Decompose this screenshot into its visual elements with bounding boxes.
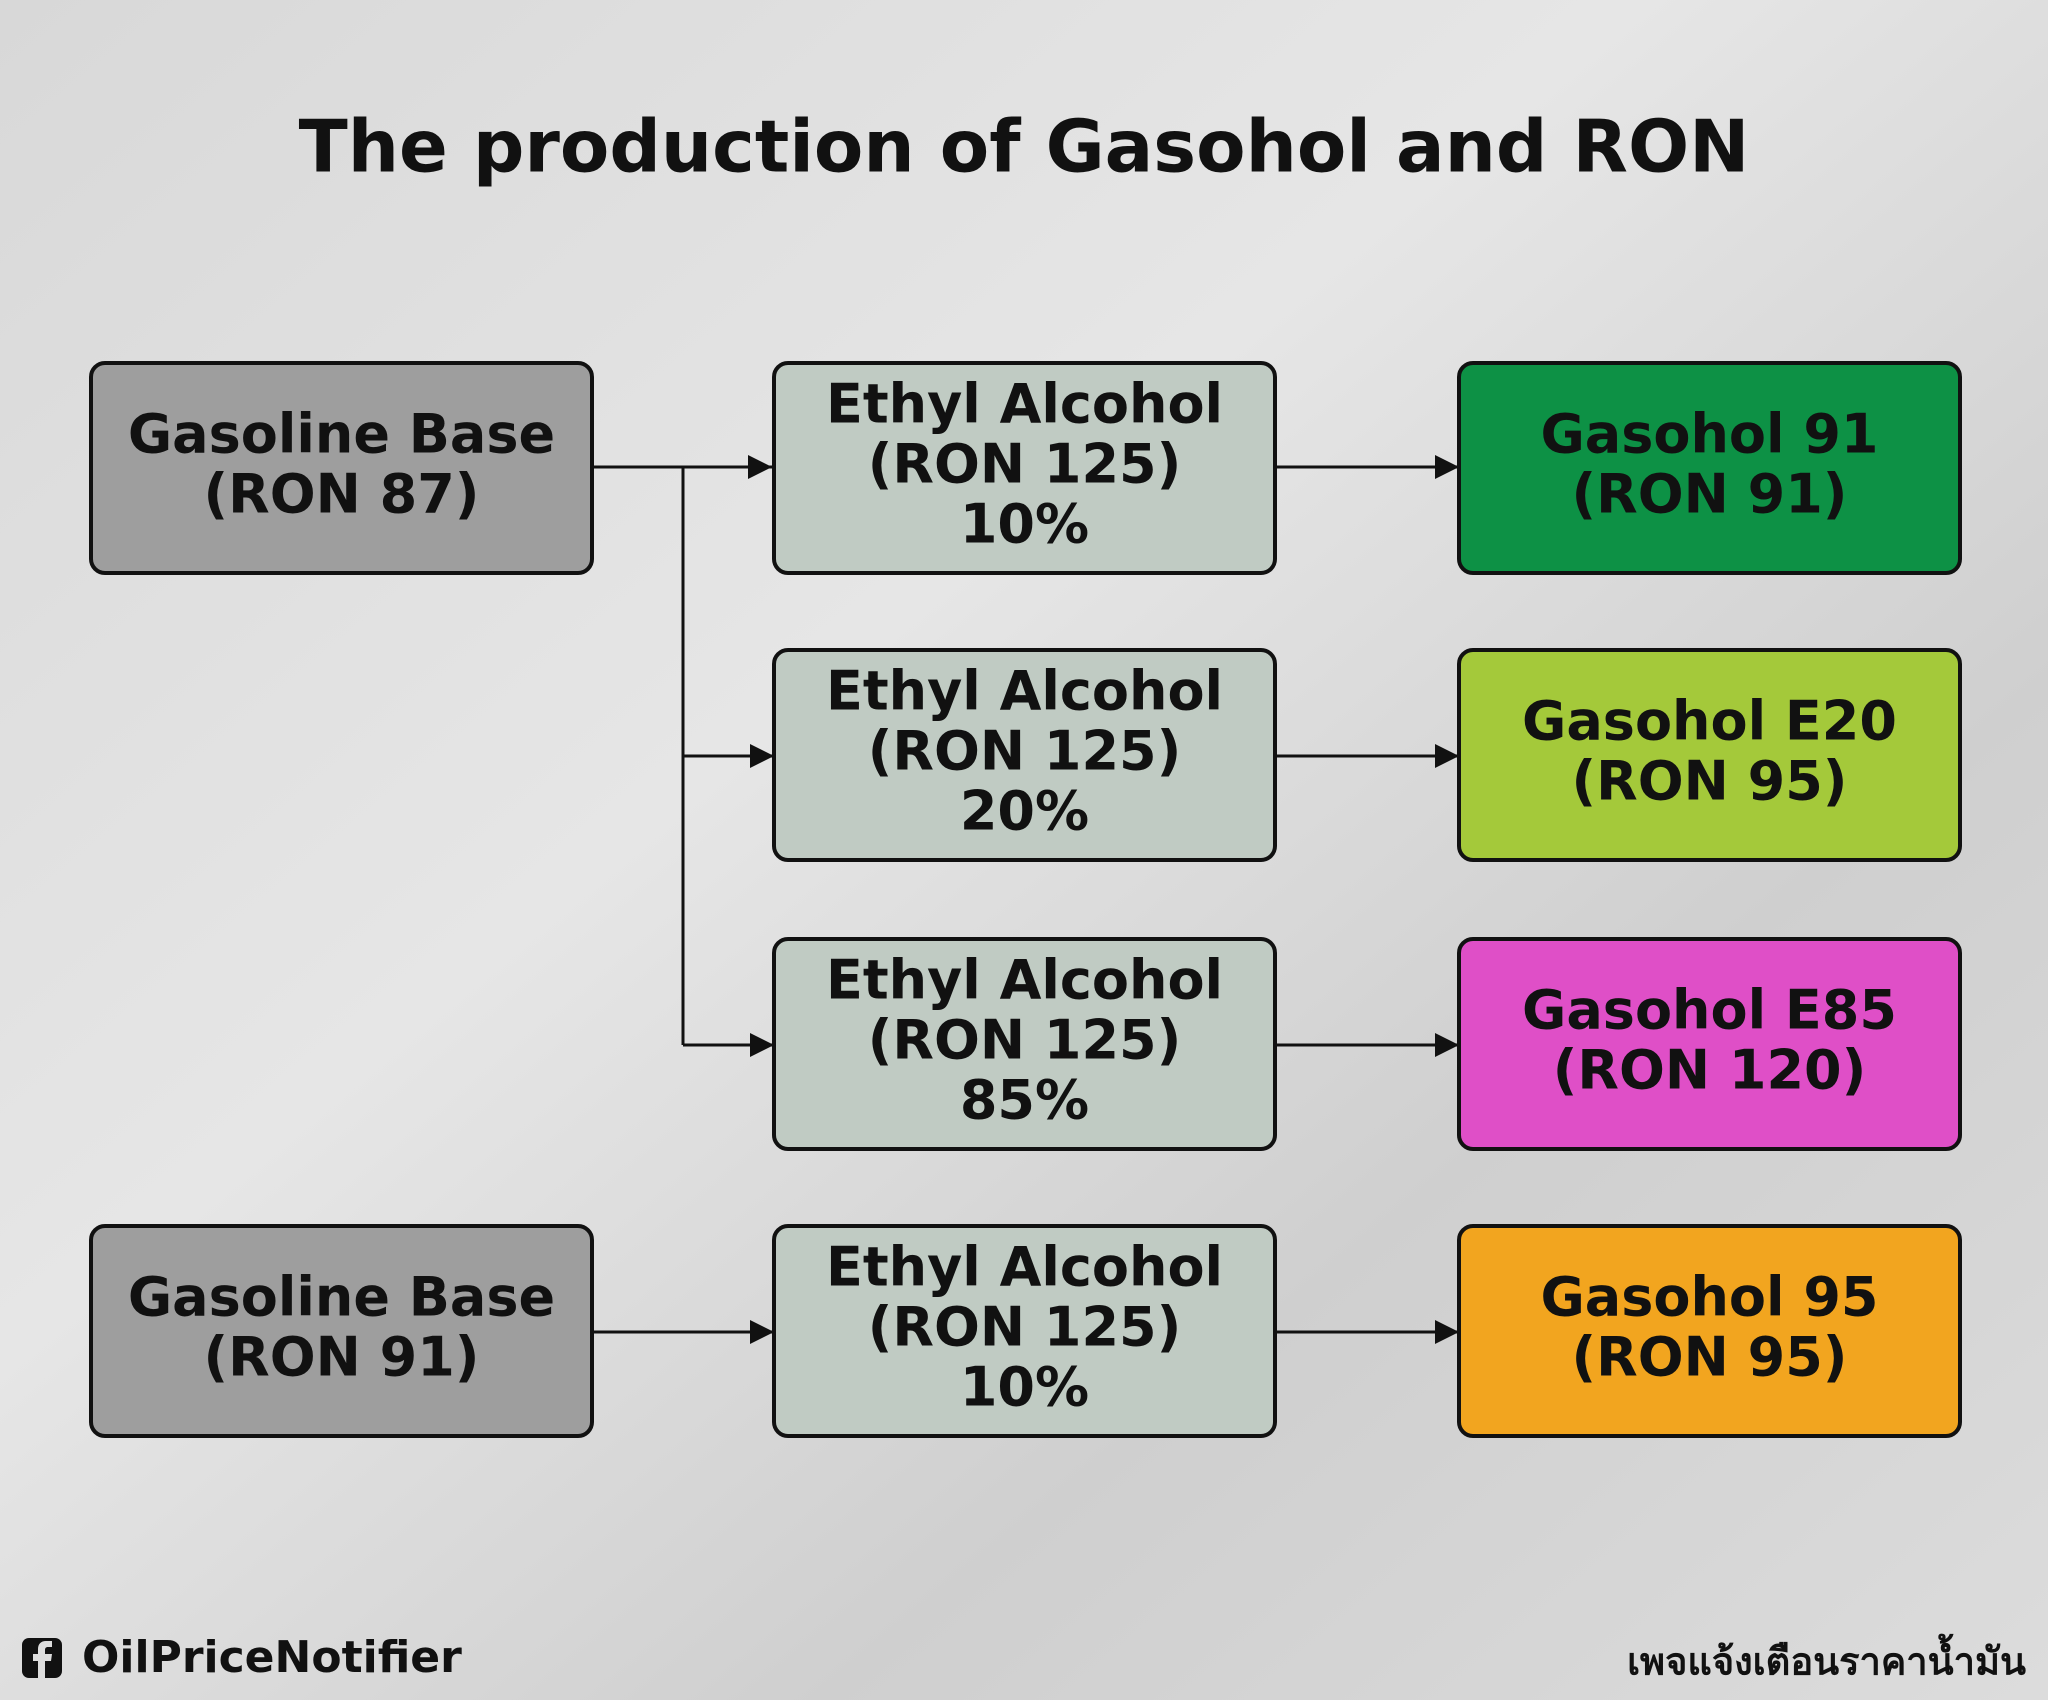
node: Gasohol 95(RON 95) [1457,1224,1962,1438]
node-label: Gasohol E20 [1522,690,1897,753]
node-box [772,937,1277,1151]
node-label: (RON 125) [868,1009,1182,1072]
node: Ethyl Alcohol(RON 125)20% [772,648,1277,862]
node-label: Gasohol E85 [1522,979,1897,1042]
node-box [1457,648,1962,862]
node-label: (RON 87) [204,463,480,526]
node-label: 10% [960,493,1089,556]
node: Gasoline Base(RON 87) [89,361,594,575]
node-label: Ethyl Alcohol [826,949,1223,1012]
node-label: Ethyl Alcohol [826,1236,1223,1299]
node: Gasoline Base(RON 91) [89,1224,594,1438]
node-box [89,361,594,575]
node-label: 85% [960,1069,1089,1132]
facebook-f [33,1641,52,1678]
title: The production of Gasohol and RON [299,105,1750,189]
node-box [772,361,1277,575]
node-label: (RON 95) [1572,750,1848,813]
node-label: (RON 125) [868,433,1182,496]
node: Ethyl Alcohol(RON 125)85% [772,937,1277,1151]
tagline: เพจแจ้งเตือนราคาน้ำมัน [1627,1634,2026,1684]
node-box [1457,361,1962,575]
node-label: (RON 95) [1572,1326,1848,1389]
node-box [1457,1224,1962,1438]
node-label: Ethyl Alcohol [826,373,1223,436]
node-label: (RON 91) [1572,463,1848,526]
node-label: 20% [960,780,1089,843]
node-label: Gasoline Base [128,1266,555,1329]
node: Ethyl Alcohol(RON 125)10% [772,1224,1277,1438]
node-label: (RON 120) [1553,1039,1867,1102]
node-label: Gasohol 95 [1540,1266,1878,1329]
node-label: Gasohol 91 [1540,403,1878,466]
node: Gasohol E20(RON 95) [1457,648,1962,862]
node-label: 10% [960,1356,1089,1419]
node-box [772,1224,1277,1438]
node-label: (RON 125) [868,1296,1182,1359]
brand: OilPriceNotifier [82,1632,462,1683]
node: Ethyl Alcohol(RON 125)10% [772,361,1277,575]
node-box [89,1224,594,1438]
node: Gasohol 91(RON 91) [1457,361,1962,575]
node-label: Ethyl Alcohol [826,660,1223,723]
node-label: (RON 125) [868,720,1182,783]
footer: OilPriceNotifier เพจแจ้งเตือนราคาน้ำมัน [22,1632,2026,1684]
node: Gasohol E85(RON 120) [1457,937,1962,1151]
connectors [592,455,1459,1344]
node-box [772,648,1277,862]
node-box [1457,937,1962,1151]
node-label: (RON 91) [204,1326,480,1389]
nodes: Gasoline Base(RON 87)Ethyl Alcohol(RON 1… [89,361,1962,1438]
node-label: Gasoline Base [128,403,555,466]
